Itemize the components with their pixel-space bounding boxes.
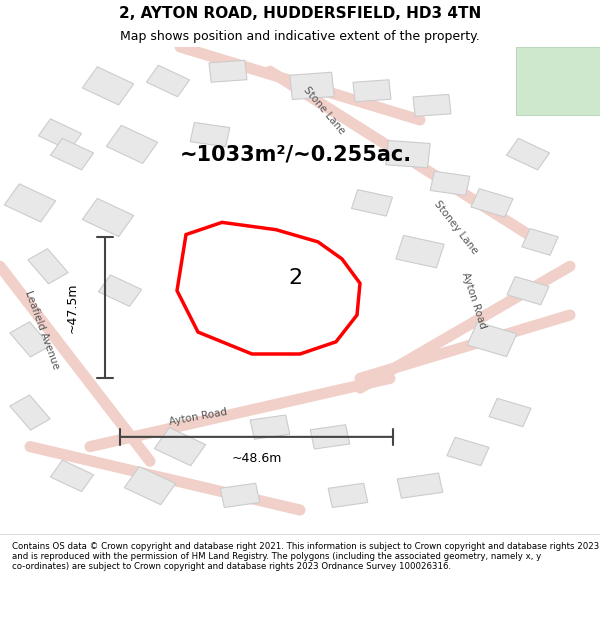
FancyBboxPatch shape xyxy=(352,189,392,216)
FancyBboxPatch shape xyxy=(430,171,470,196)
FancyBboxPatch shape xyxy=(50,460,94,492)
Text: Stone Lane: Stone Lane xyxy=(301,84,347,136)
Text: Contains OS data © Crown copyright and database right 2021. This information is : Contains OS data © Crown copyright and d… xyxy=(12,542,599,571)
FancyBboxPatch shape xyxy=(522,229,558,255)
FancyBboxPatch shape xyxy=(397,473,443,498)
FancyBboxPatch shape xyxy=(28,249,68,284)
FancyBboxPatch shape xyxy=(471,189,513,217)
Text: ~1033m²/~0.255ac.: ~1033m²/~0.255ac. xyxy=(180,144,412,164)
Polygon shape xyxy=(177,222,360,354)
FancyBboxPatch shape xyxy=(467,322,517,357)
FancyBboxPatch shape xyxy=(38,119,82,151)
FancyBboxPatch shape xyxy=(124,466,176,505)
FancyBboxPatch shape xyxy=(10,395,50,430)
Text: Ayton Road: Ayton Road xyxy=(168,408,228,428)
FancyBboxPatch shape xyxy=(82,198,134,237)
FancyBboxPatch shape xyxy=(190,122,230,147)
Text: ~47.5m: ~47.5m xyxy=(65,282,79,333)
FancyBboxPatch shape xyxy=(154,428,206,466)
FancyBboxPatch shape xyxy=(386,141,430,168)
FancyBboxPatch shape xyxy=(489,398,531,427)
Text: Map shows position and indicative extent of the property.: Map shows position and indicative extent… xyxy=(120,30,480,43)
FancyBboxPatch shape xyxy=(209,60,247,82)
FancyBboxPatch shape xyxy=(50,138,94,170)
FancyBboxPatch shape xyxy=(250,415,290,439)
FancyBboxPatch shape xyxy=(328,483,368,508)
FancyBboxPatch shape xyxy=(447,438,489,466)
FancyBboxPatch shape xyxy=(146,65,190,97)
FancyBboxPatch shape xyxy=(237,271,291,311)
Text: Leafield Avenue: Leafield Avenue xyxy=(23,289,61,371)
FancyBboxPatch shape xyxy=(10,322,50,357)
FancyBboxPatch shape xyxy=(98,275,142,306)
FancyBboxPatch shape xyxy=(4,184,56,222)
Text: Stoney Lane: Stoney Lane xyxy=(432,199,480,256)
Text: 2, AYTON ROAD, HUDDERSFIELD, HD3 4TN: 2, AYTON ROAD, HUDDERSFIELD, HD3 4TN xyxy=(119,6,481,21)
FancyBboxPatch shape xyxy=(220,483,260,508)
FancyBboxPatch shape xyxy=(506,138,550,170)
FancyBboxPatch shape xyxy=(507,276,549,305)
FancyBboxPatch shape xyxy=(413,94,451,116)
Text: ~48.6m: ~48.6m xyxy=(232,452,281,465)
FancyBboxPatch shape xyxy=(353,80,391,102)
FancyBboxPatch shape xyxy=(106,125,158,164)
FancyBboxPatch shape xyxy=(82,67,134,105)
FancyBboxPatch shape xyxy=(396,236,444,268)
Text: 2: 2 xyxy=(288,269,302,289)
FancyBboxPatch shape xyxy=(310,425,350,449)
FancyBboxPatch shape xyxy=(516,47,600,115)
Text: Ayton Road: Ayton Road xyxy=(460,271,488,330)
FancyBboxPatch shape xyxy=(290,72,334,99)
